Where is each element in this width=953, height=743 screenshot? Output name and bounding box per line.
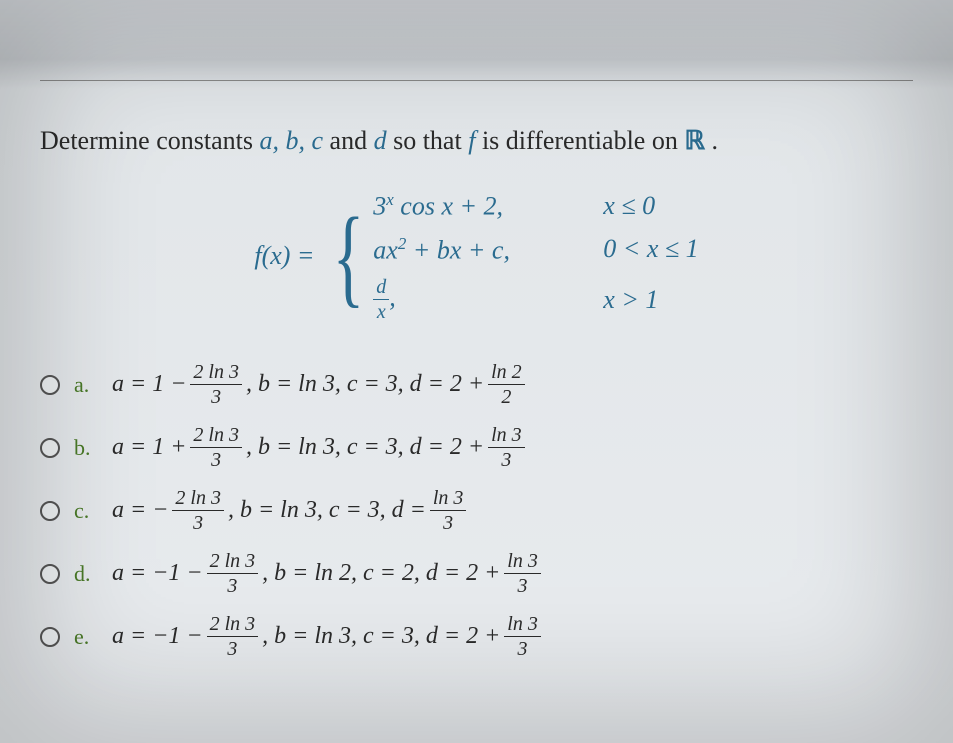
mid-text: , b = ln 3, c = 3, d = 2 + bbox=[262, 623, 500, 650]
d-fraction: ln 33 bbox=[430, 488, 467, 533]
choice-formula: a = 1 + 2 ln 33 , b = ln 3, c = 3, d = 2… bbox=[112, 425, 525, 470]
case1-base: 3 bbox=[373, 192, 386, 221]
question-prompt: Determine constants a, b, c and d so tha… bbox=[40, 121, 913, 160]
frac-num: 2 ln 3 bbox=[207, 551, 259, 574]
radio-icon[interactable] bbox=[40, 438, 60, 458]
d-fraction: ln 33 bbox=[504, 551, 541, 596]
case3-condition: x > 1 bbox=[603, 285, 658, 315]
frac-num: 2 ln 3 bbox=[190, 362, 242, 385]
frac-num: ln 2 bbox=[488, 362, 525, 385]
choice-e[interactable]: e. a = −1 − 2 ln 33 , b = ln 3, c = 3, d… bbox=[40, 614, 913, 659]
radio-icon[interactable] bbox=[40, 564, 60, 584]
a-pre: a = −1 − bbox=[112, 560, 203, 587]
frac-den: 3 bbox=[208, 385, 224, 407]
case3-denominator: x bbox=[374, 300, 389, 322]
frac-den: 2 bbox=[498, 385, 514, 407]
case2-rest: + bx + c, bbox=[406, 235, 510, 264]
frac-den: 3 bbox=[498, 448, 514, 470]
prompt-text: and bbox=[330, 126, 374, 155]
choice-c[interactable]: c. a = − 2 ln 33 , b = ln 3, c = 3, d = … bbox=[40, 488, 913, 533]
real-numbers-symbol: ℝ bbox=[684, 126, 705, 155]
answer-choices: a. a = 1 − 2 ln 33 , b = ln 3, c = 3, d … bbox=[40, 362, 913, 659]
choice-a[interactable]: a. a = 1 − 2 ln 33 , b = ln 3, c = 3, d … bbox=[40, 362, 913, 407]
case2-exponent: 2 bbox=[398, 234, 406, 253]
case1-rest: cos x + 2, bbox=[394, 192, 503, 221]
mid-text: , b = ln 3, c = 3, d = 2 + bbox=[246, 434, 484, 461]
a-fraction: 2 ln 33 bbox=[172, 488, 224, 533]
choice-letter: e. bbox=[74, 624, 98, 650]
mid-text: , b = ln 3, c = 3, d = 2 + bbox=[246, 371, 484, 398]
frac-num: ln 3 bbox=[504, 614, 541, 637]
frac-den: 3 bbox=[224, 574, 240, 596]
frac-num: 2 ln 3 bbox=[172, 488, 224, 511]
case3-comma: , bbox=[389, 283, 396, 312]
radio-icon[interactable] bbox=[40, 627, 60, 647]
choice-b[interactable]: b. a = 1 + 2 ln 33 , b = ln 3, c = 3, d … bbox=[40, 425, 913, 470]
choice-formula: a = 1 − 2 ln 33 , b = ln 3, c = 3, d = 2… bbox=[112, 362, 525, 407]
a-fraction: 2 ln 33 bbox=[190, 362, 242, 407]
prompt-text: so that bbox=[393, 126, 468, 155]
brace-icon: { bbox=[333, 212, 365, 300]
piecewise-cases: 3x cos x + 2, x ≤ 0 ax2 + bx + c, 0 < x … bbox=[373, 190, 698, 322]
frac-den: 3 bbox=[224, 637, 240, 659]
radio-icon[interactable] bbox=[40, 375, 60, 395]
mid-text: , b = ln 2, c = 2, d = 2 + bbox=[262, 560, 500, 587]
frac-den: 3 bbox=[515, 574, 531, 596]
prompt-text: . bbox=[711, 126, 718, 155]
prompt-text: is differentiable on bbox=[482, 126, 684, 155]
prompt-vars: a, b, c bbox=[260, 126, 324, 155]
case-3: d x , x > 1 bbox=[373, 277, 698, 322]
a-pre: a = − bbox=[112, 497, 168, 524]
case2-condition: 0 < x ≤ 1 bbox=[603, 234, 698, 264]
choice-letter: c. bbox=[74, 498, 98, 524]
choice-letter: a. bbox=[74, 372, 98, 398]
choice-d[interactable]: d. a = −1 − 2 ln 33 , b = ln 2, c = 2, d… bbox=[40, 551, 913, 596]
a-fraction: 2 ln 33 bbox=[207, 551, 259, 596]
case3-fraction: d x bbox=[373, 277, 389, 322]
a-pre: a = 1 − bbox=[112, 371, 186, 398]
piecewise-function: f(x) = { 3x cos x + 2, x ≤ 0 ax2 + bx + … bbox=[40, 190, 913, 322]
frac-den: 3 bbox=[515, 637, 531, 659]
frac-num: 2 ln 3 bbox=[207, 614, 259, 637]
frac-den: 3 bbox=[440, 511, 456, 533]
case-2: ax2 + bx + c, 0 < x ≤ 1 bbox=[373, 234, 698, 266]
d-fraction: ln 33 bbox=[488, 425, 525, 470]
choice-formula: a = −1 − 2 ln 33 , b = ln 3, c = 3, d = … bbox=[112, 614, 541, 659]
frac-num: ln 3 bbox=[430, 488, 467, 511]
prompt-text: Determine constants bbox=[40, 126, 260, 155]
radio-icon[interactable] bbox=[40, 501, 60, 521]
a-fraction: 2 ln 33 bbox=[207, 614, 259, 659]
mid-text: , b = ln 3, c = 3, d = bbox=[228, 497, 426, 524]
function-lhs: f(x) = bbox=[254, 241, 314, 271]
d-fraction: ln 33 bbox=[504, 614, 541, 659]
prompt-var-f: f bbox=[468, 126, 475, 155]
question-page: Determine constants a, b, c and d so tha… bbox=[0, 0, 953, 697]
frac-num: ln 3 bbox=[488, 425, 525, 448]
choice-formula: a = − 2 ln 33 , b = ln 3, c = 3, d = ln … bbox=[112, 488, 466, 533]
case-1: 3x cos x + 2, x ≤ 0 bbox=[373, 190, 698, 222]
a-pre: a = −1 − bbox=[112, 623, 203, 650]
choice-letter: d. bbox=[74, 561, 98, 587]
choice-letter: b. bbox=[74, 435, 98, 461]
a-fraction: 2 ln 33 bbox=[190, 425, 242, 470]
frac-num: 2 ln 3 bbox=[190, 425, 242, 448]
prompt-var-d: d bbox=[374, 126, 387, 155]
divider bbox=[40, 80, 913, 81]
case3-numerator: d bbox=[373, 277, 389, 300]
choice-formula: a = −1 − 2 ln 33 , b = ln 2, c = 2, d = … bbox=[112, 551, 541, 596]
a-pre: a = 1 + bbox=[112, 434, 186, 461]
frac-num: ln 3 bbox=[504, 551, 541, 574]
case1-exponent: x bbox=[386, 190, 394, 209]
d-fraction: ln 22 bbox=[488, 362, 525, 407]
case2-ax: ax bbox=[373, 235, 398, 264]
case1-condition: x ≤ 0 bbox=[603, 191, 655, 221]
frac-den: 3 bbox=[208, 448, 224, 470]
frac-den: 3 bbox=[190, 511, 206, 533]
